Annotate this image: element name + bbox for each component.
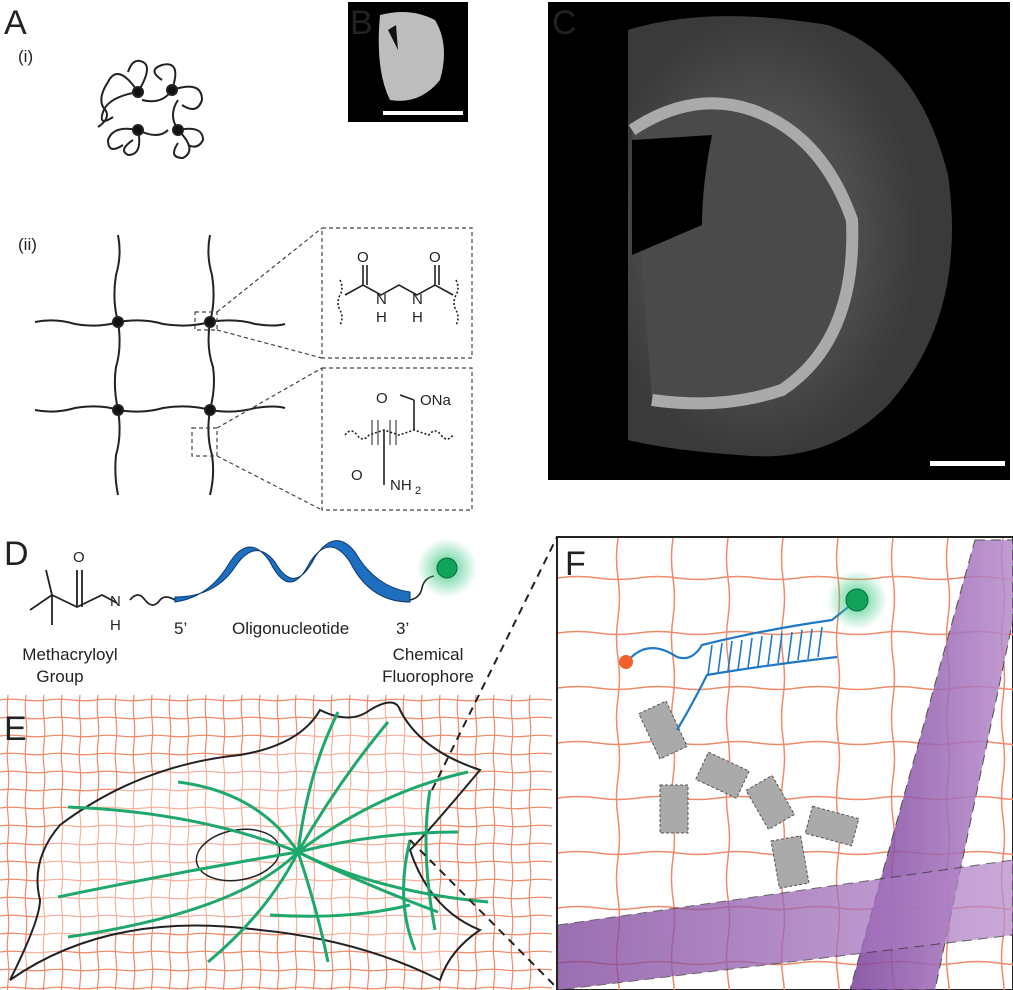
grid-strand [0, 735, 552, 737]
atom: N [412, 291, 423, 308]
atom: O [376, 390, 388, 407]
grid-strand [493, 695, 495, 990]
figure: A (i) (ii) O N H N H O O ONa O NH 2 B C … [0, 0, 1013, 990]
grid-strand [0, 987, 552, 989]
atom: N [110, 593, 121, 610]
panel-label: C [552, 4, 577, 42]
sublabel: (ii) [18, 235, 37, 254]
atom: ONa [420, 392, 452, 409]
panel-label: E [4, 710, 27, 748]
polymer-network [35, 235, 285, 495]
fluorophore [846, 589, 868, 611]
methacryloyl-label: Methacryloyl [22, 645, 117, 664]
three-prime: 3’ [396, 619, 409, 638]
fluorophore-label: Fluorophore [382, 667, 474, 686]
panel-label: D [4, 535, 29, 573]
atom-subscript: 2 [415, 485, 421, 497]
five-prime: 5’ [174, 619, 187, 638]
anchor [619, 655, 633, 669]
grid-strand [529, 695, 531, 990]
panel-label: A [4, 4, 27, 42]
panel-label: B [350, 4, 373, 42]
atom: O [357, 249, 369, 266]
methacryloyl-structure [30, 570, 175, 625]
zoom-boxes [192, 228, 472, 510]
grid-strand [511, 695, 513, 990]
grid-strand [0, 699, 552, 701]
fluorophore-label: Chemical [393, 645, 464, 664]
atom: O [429, 249, 441, 266]
grid-strand [0, 951, 552, 953]
polymer-coil [98, 61, 203, 158]
scale-bar [383, 111, 463, 115]
oligo-label: Oligonucleotide [232, 619, 349, 638]
grid-strand [0, 969, 552, 971]
atom: H [110, 617, 121, 634]
atom: H [376, 309, 387, 326]
oligonucleotide-helix [175, 541, 410, 602]
methacryloyl-label: Group [36, 667, 83, 686]
fluorophore [437, 558, 457, 578]
sublabel: (i) [18, 47, 33, 66]
crosslinker-structure [338, 265, 458, 325]
atom: O [73, 549, 85, 566]
grid-strand [0, 717, 552, 719]
grid-strand [475, 695, 477, 990]
atom: NH [390, 477, 412, 494]
panel-label: F [565, 545, 586, 583]
atom: O [351, 467, 363, 484]
scale-bar [930, 461, 1005, 466]
atom: H [412, 309, 423, 326]
atom: N [376, 291, 387, 308]
